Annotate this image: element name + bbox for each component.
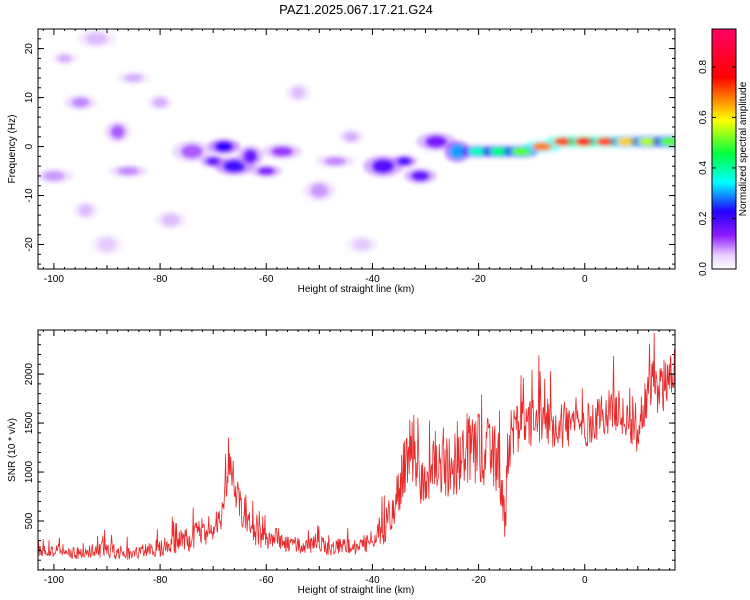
- heatmap-cell: [243, 149, 258, 164]
- heatmap-cell: [98, 237, 117, 252]
- figure-title: PAZ1.2025.067.17.21.G24: [279, 2, 433, 17]
- y-tick-label: 20: [24, 43, 35, 55]
- heatmap-cell: [397, 157, 412, 166]
- colorbar-tick-label: 0.6: [698, 110, 709, 124]
- heatmap-cell: [161, 214, 180, 227]
- spectrogram-y-axis: -20 -10 0 10 20: [24, 28, 675, 265]
- x-tick-label: -60: [259, 575, 274, 586]
- colorbar: 0.0 0.2 0.4 0.6 0.8 Normalized spectral ampl…: [698, 28, 749, 276]
- snr-x-label: Height of straight line (km): [298, 585, 415, 596]
- heatmap-cell: [352, 238, 371, 251]
- colorbar-tick-label: 0.4: [698, 161, 709, 175]
- spectrogram-x-axis: -100 -80 -60 -40 -20 0: [42, 29, 671, 285]
- spectrogram-x-label: Height of straight line (km): [298, 284, 415, 295]
- snr-line: [38, 332, 675, 561]
- heatmap-cell: [180, 144, 203, 159]
- colorbar-tick-label: 0.2: [698, 211, 709, 225]
- spectrogram-background: [38, 29, 675, 269]
- snr-background: [38, 330, 675, 570]
- colorbar-label: Normalized spectral amplitude: [738, 81, 749, 216]
- heatmap-cell: [450, 144, 465, 159]
- heatmap-cell: [214, 141, 233, 152]
- heatmap-cell: [223, 160, 246, 173]
- heatmap-cell: [532, 142, 553, 151]
- colorbar-gradient: [711, 28, 737, 270]
- snr-y-axis: 500 1000 1500 2000: [24, 334, 675, 571]
- spectrogram-blobs: [38, 29, 675, 256]
- heatmap-cell: [124, 73, 143, 82]
- heatmap-cell: [324, 157, 347, 166]
- heatmap-cell: [411, 170, 430, 181]
- spectrogram-y-label: Frequency (Hz): [7, 115, 18, 184]
- heatmap-cell: [57, 54, 72, 63]
- y-tick-label: 500: [24, 512, 35, 529]
- colorbar-ticks: 0.0 0.2 0.4 0.6 0.8: [698, 60, 736, 276]
- snr-panel: -100 -80 -60 -40 -20 0 500 1000 1500 2000 Height…: [7, 329, 676, 596]
- heatmap-cell: [71, 97, 90, 108]
- x-tick-label: -80: [153, 575, 168, 586]
- y-tick-label: 1000: [24, 460, 35, 483]
- snr-x-axis: -100 -80 -60 -40 -20 0: [42, 330, 671, 586]
- heatmap-cell: [110, 124, 125, 139]
- heatmap-cell: [117, 167, 140, 176]
- snr-frame: [37, 329, 676, 571]
- x-tick-label: -100: [44, 575, 64, 586]
- x-tick-label: -40: [365, 274, 380, 285]
- x-tick-label: -40: [365, 575, 380, 586]
- x-tick-label: -80: [153, 274, 168, 285]
- heatmap-cell: [271, 146, 294, 157]
- heatmap-cell: [78, 204, 93, 217]
- heatmap-cell: [372, 159, 395, 174]
- x-tick-label: -60: [259, 274, 274, 285]
- y-tick-label: 10: [24, 92, 35, 104]
- x-tick-label: -20: [471, 274, 486, 285]
- colorbar-tick-label: 0.8: [698, 60, 709, 74]
- x-tick-label: 0: [582, 575, 588, 586]
- snr-series: [38, 332, 675, 561]
- heatmap-cell: [291, 86, 306, 99]
- x-tick-label: -100: [44, 274, 64, 285]
- heatmap-cell: [425, 135, 448, 148]
- y-tick-label: 1500: [24, 412, 35, 435]
- y-tick-label: -20: [24, 237, 35, 252]
- heatmap-cell: [85, 32, 108, 45]
- y-tick-label: 2000: [24, 363, 35, 386]
- snr-y-label: SNR (10 * v/v): [7, 418, 18, 482]
- heatmap-cell: [257, 167, 276, 176]
- y-tick-label: 0: [24, 143, 35, 149]
- x-tick-label: -20: [471, 575, 486, 586]
- heatmap-cell: [511, 147, 532, 156]
- heatmap-cell: [344, 131, 359, 142]
- heatmap-cell: [310, 183, 329, 198]
- heatmap-cell: [659, 137, 675, 146]
- x-tick-label: 0: [582, 274, 588, 285]
- colorbar-tick-label: 0.0: [698, 262, 709, 276]
- heatmap-cell: [153, 97, 168, 108]
- y-tick-label: -10: [24, 188, 35, 203]
- spectrogram-frame: [37, 28, 676, 270]
- heatmap-cell: [42, 170, 65, 181]
